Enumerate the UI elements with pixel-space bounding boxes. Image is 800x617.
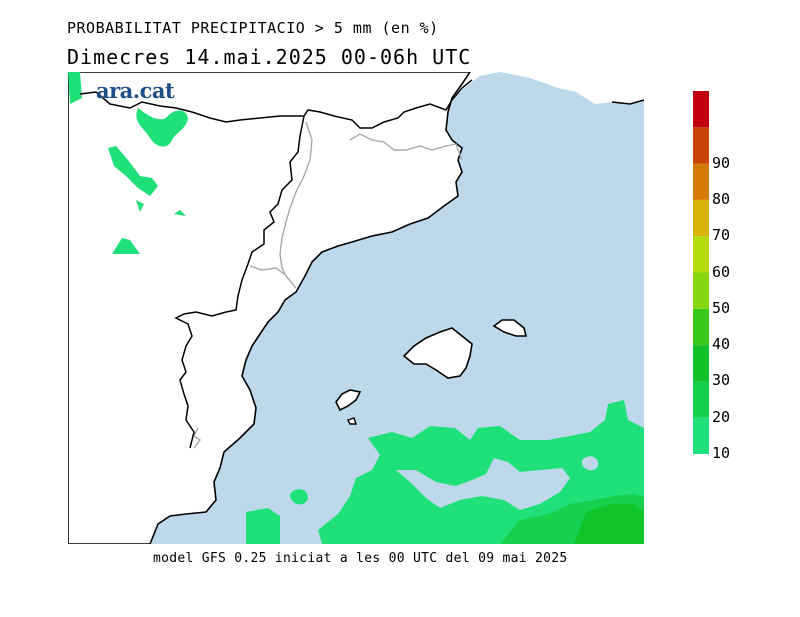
precip-blob-small-2: [628, 466, 640, 476]
colorbar-bin: [693, 127, 709, 164]
colorbar: [693, 91, 709, 454]
colorbar-bin: [693, 91, 709, 128]
island-mallorca: [402, 327, 473, 379]
precip-blob-small-1: [290, 489, 308, 505]
colorbar-tick-label: 50: [712, 298, 731, 317]
sea-gap-1: [396, 458, 570, 510]
sea-gap-2: [581, 456, 599, 471]
colorbar-bin: [693, 381, 709, 418]
precip-blob-nw-5: [112, 238, 140, 254]
colorbar-tick-label: 70: [712, 226, 731, 245]
colorbar-tick-label: 10: [712, 444, 731, 462]
colorbar-bin: [693, 199, 709, 237]
precip-blob-nw-2: [136, 108, 188, 147]
political-border: [79, 79, 644, 449]
map-subtitle-date: Dimecres 14.mai.2025 00-06h UTC: [67, 45, 472, 69]
precip-blob-nw-3: [108, 146, 158, 196]
precip-blob-nw-4: [174, 210, 186, 216]
colorbar-tick-label: 60: [712, 262, 731, 281]
colorbar-bin: [693, 272, 709, 309]
island-eivissa: [335, 389, 362, 412]
colorbar-bin: [693, 345, 709, 382]
island-formentera: [347, 417, 357, 425]
precip-blob-coast: [246, 508, 280, 544]
precip-region-max: [574, 504, 644, 544]
colorbar-tick-label: 80: [712, 189, 731, 208]
model-run-info: model GFS 0.25 iniciat a les 00 UTC del …: [153, 551, 568, 566]
precip-blob-nw-1: [68, 72, 82, 104]
colorbar-bin: [693, 163, 709, 200]
colorbar-bin: [693, 417, 709, 454]
colorbar-bin: [693, 308, 709, 346]
colorbar-tick-label: 20: [712, 407, 731, 426]
mainland: [68, 72, 471, 544]
precip-blob-nw-6: [136, 200, 144, 212]
brand-logo-text: ara.cat: [96, 78, 175, 103]
region-border: [193, 121, 463, 449]
sea-area: [150, 72, 644, 544]
colorbar-tick-label: 40: [712, 335, 731, 354]
colorbar-tick-label: 90: [712, 153, 731, 172]
colorbar-bin: [693, 236, 709, 273]
map-title: PROBABILITAT PRECIPITACIO > 5 mm (en %): [67, 19, 439, 37]
colorbar-tick-label: 30: [712, 371, 731, 390]
island-menorca: [492, 319, 528, 337]
